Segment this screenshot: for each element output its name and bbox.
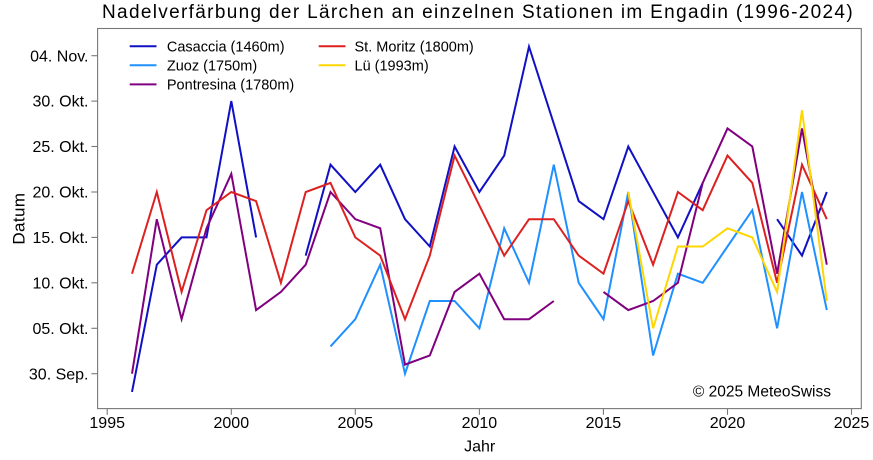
svg-text:2015: 2015: [586, 415, 622, 432]
svg-text:Jahr: Jahr: [464, 439, 496, 456]
svg-text:2005: 2005: [338, 415, 374, 432]
svg-text:30. Okt.: 30. Okt.: [32, 94, 88, 111]
svg-text:2000: 2000: [214, 415, 250, 432]
svg-text:Pontresina (1780m): Pontresina (1780m): [167, 78, 294, 94]
svg-text:Casaccia (1460m): Casaccia (1460m): [167, 39, 285, 55]
svg-text:1995: 1995: [89, 415, 125, 432]
svg-text:25. Okt.: 25. Okt.: [32, 139, 88, 156]
svg-text:30. Sep.: 30. Sep.: [29, 366, 89, 383]
svg-text:20. Okt.: 20. Okt.: [32, 185, 88, 202]
svg-text:Zuoz (1750m): Zuoz (1750m): [167, 59, 257, 75]
svg-text:Datum: Datum: [10, 193, 29, 245]
svg-text:St. Moritz (1800m): St. Moritz (1800m): [355, 39, 474, 55]
svg-text:2025: 2025: [834, 415, 870, 432]
svg-text:2010: 2010: [462, 415, 498, 432]
svg-text:Nadelverfärbung der Lärchen an: Nadelverfärbung der Lärchen an einzelnen…: [102, 2, 854, 23]
svg-text:© 2025 MeteoSwiss: © 2025 MeteoSwiss: [693, 383, 831, 400]
svg-text:2020: 2020: [710, 415, 746, 432]
svg-text:15. Okt.: 15. Okt.: [32, 230, 88, 247]
svg-text:Lü (1993m): Lü (1993m): [355, 59, 429, 75]
svg-text:05. Okt.: 05. Okt.: [32, 321, 88, 338]
svg-text:10. Okt.: 10. Okt.: [32, 275, 88, 292]
svg-text:04. Nov.: 04. Nov.: [30, 48, 88, 65]
